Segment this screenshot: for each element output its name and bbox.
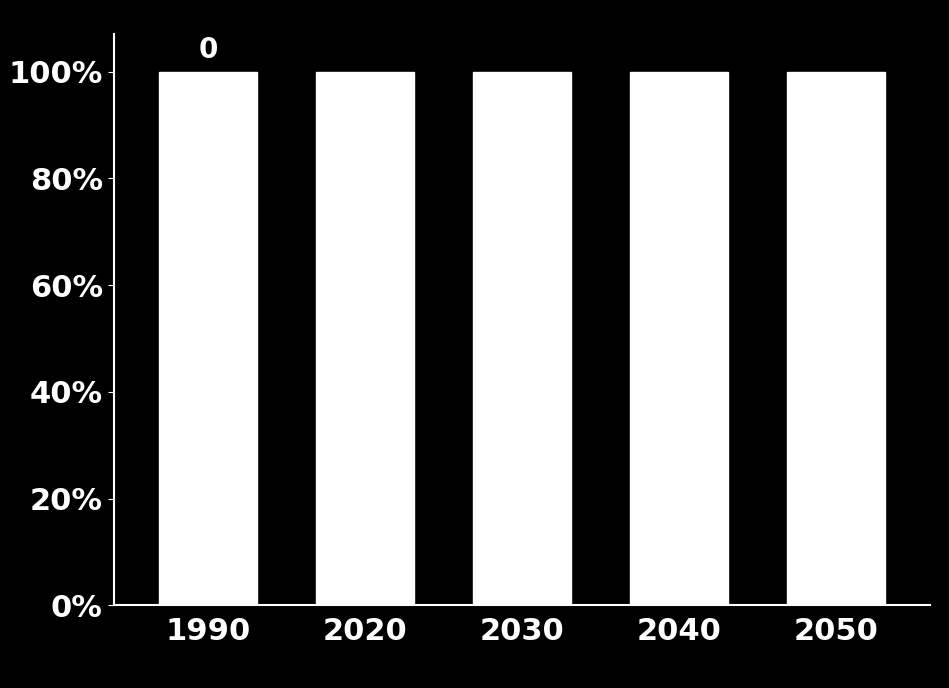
Bar xyxy=(316,72,414,605)
Bar xyxy=(474,72,570,605)
Bar xyxy=(788,72,884,605)
Bar xyxy=(159,72,256,605)
Bar xyxy=(630,72,728,605)
Text: 0: 0 xyxy=(198,36,217,64)
